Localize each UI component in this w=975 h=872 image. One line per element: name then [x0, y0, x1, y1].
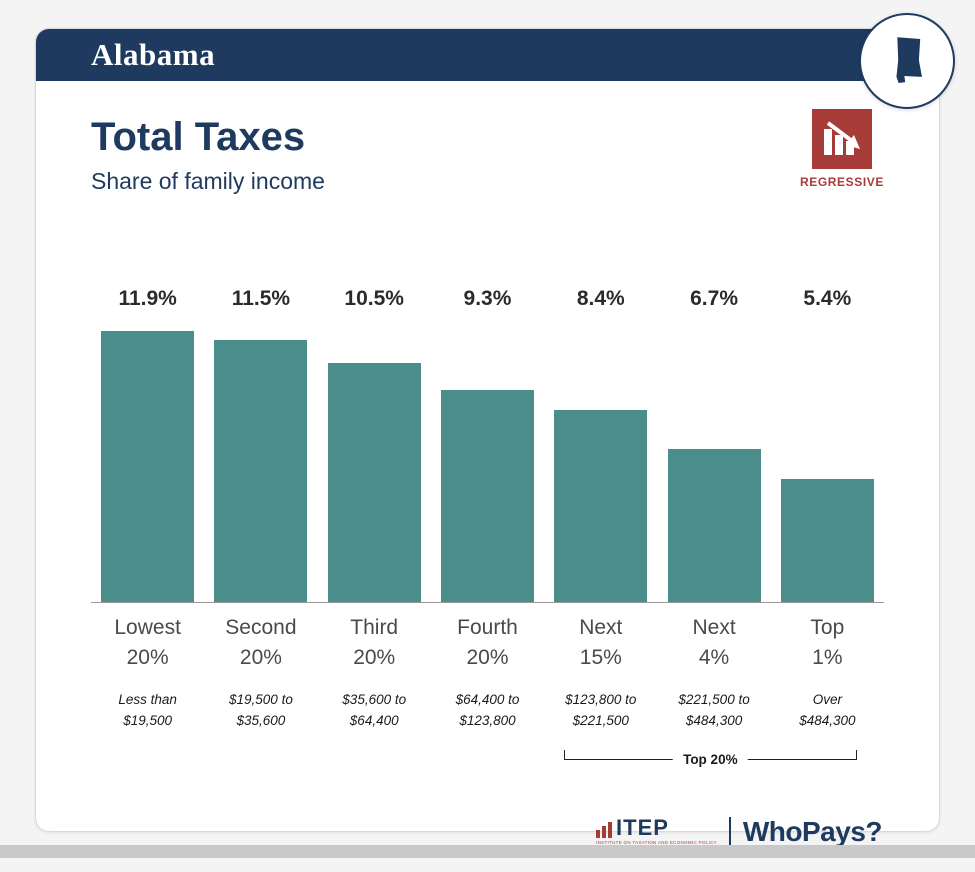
bar	[667, 449, 761, 602]
alabama-state-icon	[896, 37, 922, 83]
bar-column: 9.3%	[431, 287, 544, 602]
bar	[780, 478, 874, 602]
category-label: Third 20%	[350, 616, 399, 670]
category-labels: Lowest 20% Second 20% Third 20% Fourth 20% N…	[91, 613, 884, 674]
title-row: Total Taxes Share of family income REGRE…	[91, 109, 884, 195]
chart-subtitle: Share of family income	[91, 168, 325, 194]
card-content: Total Taxes Share of family income REGRE…	[36, 81, 939, 872]
footer: ITEP INSTITUTE ON TAXATION AND ECONOMIC …	[91, 816, 884, 848]
category-label: Top 1%	[810, 616, 845, 670]
income-range-labels: Less than $19,500 $19,500 to $35,600 $35,6…	[91, 690, 884, 732]
bar-value-label: 6.7%	[690, 287, 738, 310]
whopays-wordmark: WhoPays?	[742, 815, 883, 847]
bar-value-label: 9.3%	[463, 287, 512, 310]
state-title: Alabama	[91, 37, 216, 72]
income-range-label: $64,400 to $123,800	[455, 691, 520, 728]
bar-chart: 11.9% 11.5% 10.5% 9.3%	[91, 287, 884, 778]
bar-value-label: 5.4%	[803, 287, 852, 310]
bar-value-label: 11.9%	[118, 287, 177, 310]
bar-column: 5.4%	[771, 287, 884, 602]
bar-column: 10.5%	[318, 287, 431, 602]
category-label: Second 20%	[225, 616, 297, 670]
bar-column: 8.4%	[544, 287, 657, 602]
income-range-label: $19,500 to $35,600	[229, 691, 293, 728]
bar-value-label: 10.5%	[344, 287, 404, 310]
regressive-icon	[811, 109, 872, 169]
state-badge	[859, 13, 955, 109]
bar-column: 6.7%	[657, 287, 770, 602]
bar	[101, 330, 195, 602]
income-range-label: Less than $19,500	[118, 691, 177, 728]
chart-card: Alabama Total Taxes Share of family inco…	[35, 13, 955, 847]
bar	[554, 410, 648, 602]
bar	[214, 339, 308, 602]
annotation-row: Top 20%	[91, 749, 884, 778]
bar-value-label: 11.5%	[231, 287, 291, 310]
itep-logo: ITEP INSTITUTE ON TAXATION AND ECONOMIC …	[596, 815, 717, 846]
footer-divider	[728, 816, 731, 847]
regressive-label: REGRESSIVE	[799, 175, 884, 189]
title-block: Total Taxes Share of family income	[91, 115, 325, 195]
top20-bracket-label: Top 20%	[673, 751, 748, 767]
itep-caption: INSTITUTE ON TAXATION AND ECONOMIC POLIC…	[596, 840, 717, 846]
bar	[327, 362, 421, 602]
bar-value-label: 8.4%	[576, 287, 625, 310]
top20-bracket: Top 20%	[563, 749, 858, 767]
bar-column: 11.9%	[91, 287, 204, 602]
chart-title: Total Taxes	[91, 115, 306, 159]
regressive-badge: REGRESSIVE	[800, 109, 884, 189]
income-range-label: Over $484,300	[799, 691, 856, 728]
income-range-label: $221,500 to $484,300	[678, 691, 750, 728]
category-label: Fourth 20%	[457, 616, 518, 670]
category-label: Next 4%	[692, 616, 736, 670]
page-bottom-edge	[0, 845, 975, 858]
bar	[441, 389, 534, 602]
income-range-label: $123,800 to $221,500	[565, 691, 637, 728]
plot-area: 11.9% 11.5% 10.5% 9.3%	[91, 287, 884, 603]
category-label: Lowest 20%	[114, 616, 181, 670]
category-label: Next 15%	[579, 616, 623, 670]
header-bar: Alabama	[36, 29, 939, 81]
itep-wordmark: ITEP	[616, 815, 669, 841]
itep-bars-icon	[596, 822, 613, 839]
bar-column: 11.5%	[204, 287, 317, 602]
income-range-label: $35,600 to $64,400	[342, 691, 407, 728]
